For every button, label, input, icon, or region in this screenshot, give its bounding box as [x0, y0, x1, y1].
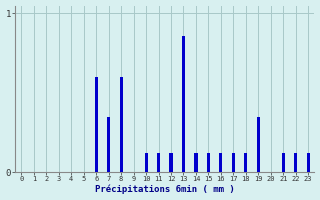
Bar: [244, 153, 247, 172]
Bar: [182, 36, 185, 172]
Bar: [120, 77, 123, 172]
Bar: [194, 153, 197, 172]
Bar: [107, 117, 110, 172]
Bar: [307, 153, 310, 172]
Bar: [294, 153, 297, 172]
Bar: [157, 153, 160, 172]
Bar: [207, 153, 210, 172]
Bar: [219, 153, 222, 172]
Bar: [257, 117, 260, 172]
Bar: [232, 153, 235, 172]
Bar: [170, 153, 172, 172]
Bar: [145, 153, 148, 172]
Bar: [282, 153, 285, 172]
X-axis label: Précipitations 6min ( mm ): Précipitations 6min ( mm ): [95, 185, 235, 194]
Bar: [95, 77, 98, 172]
